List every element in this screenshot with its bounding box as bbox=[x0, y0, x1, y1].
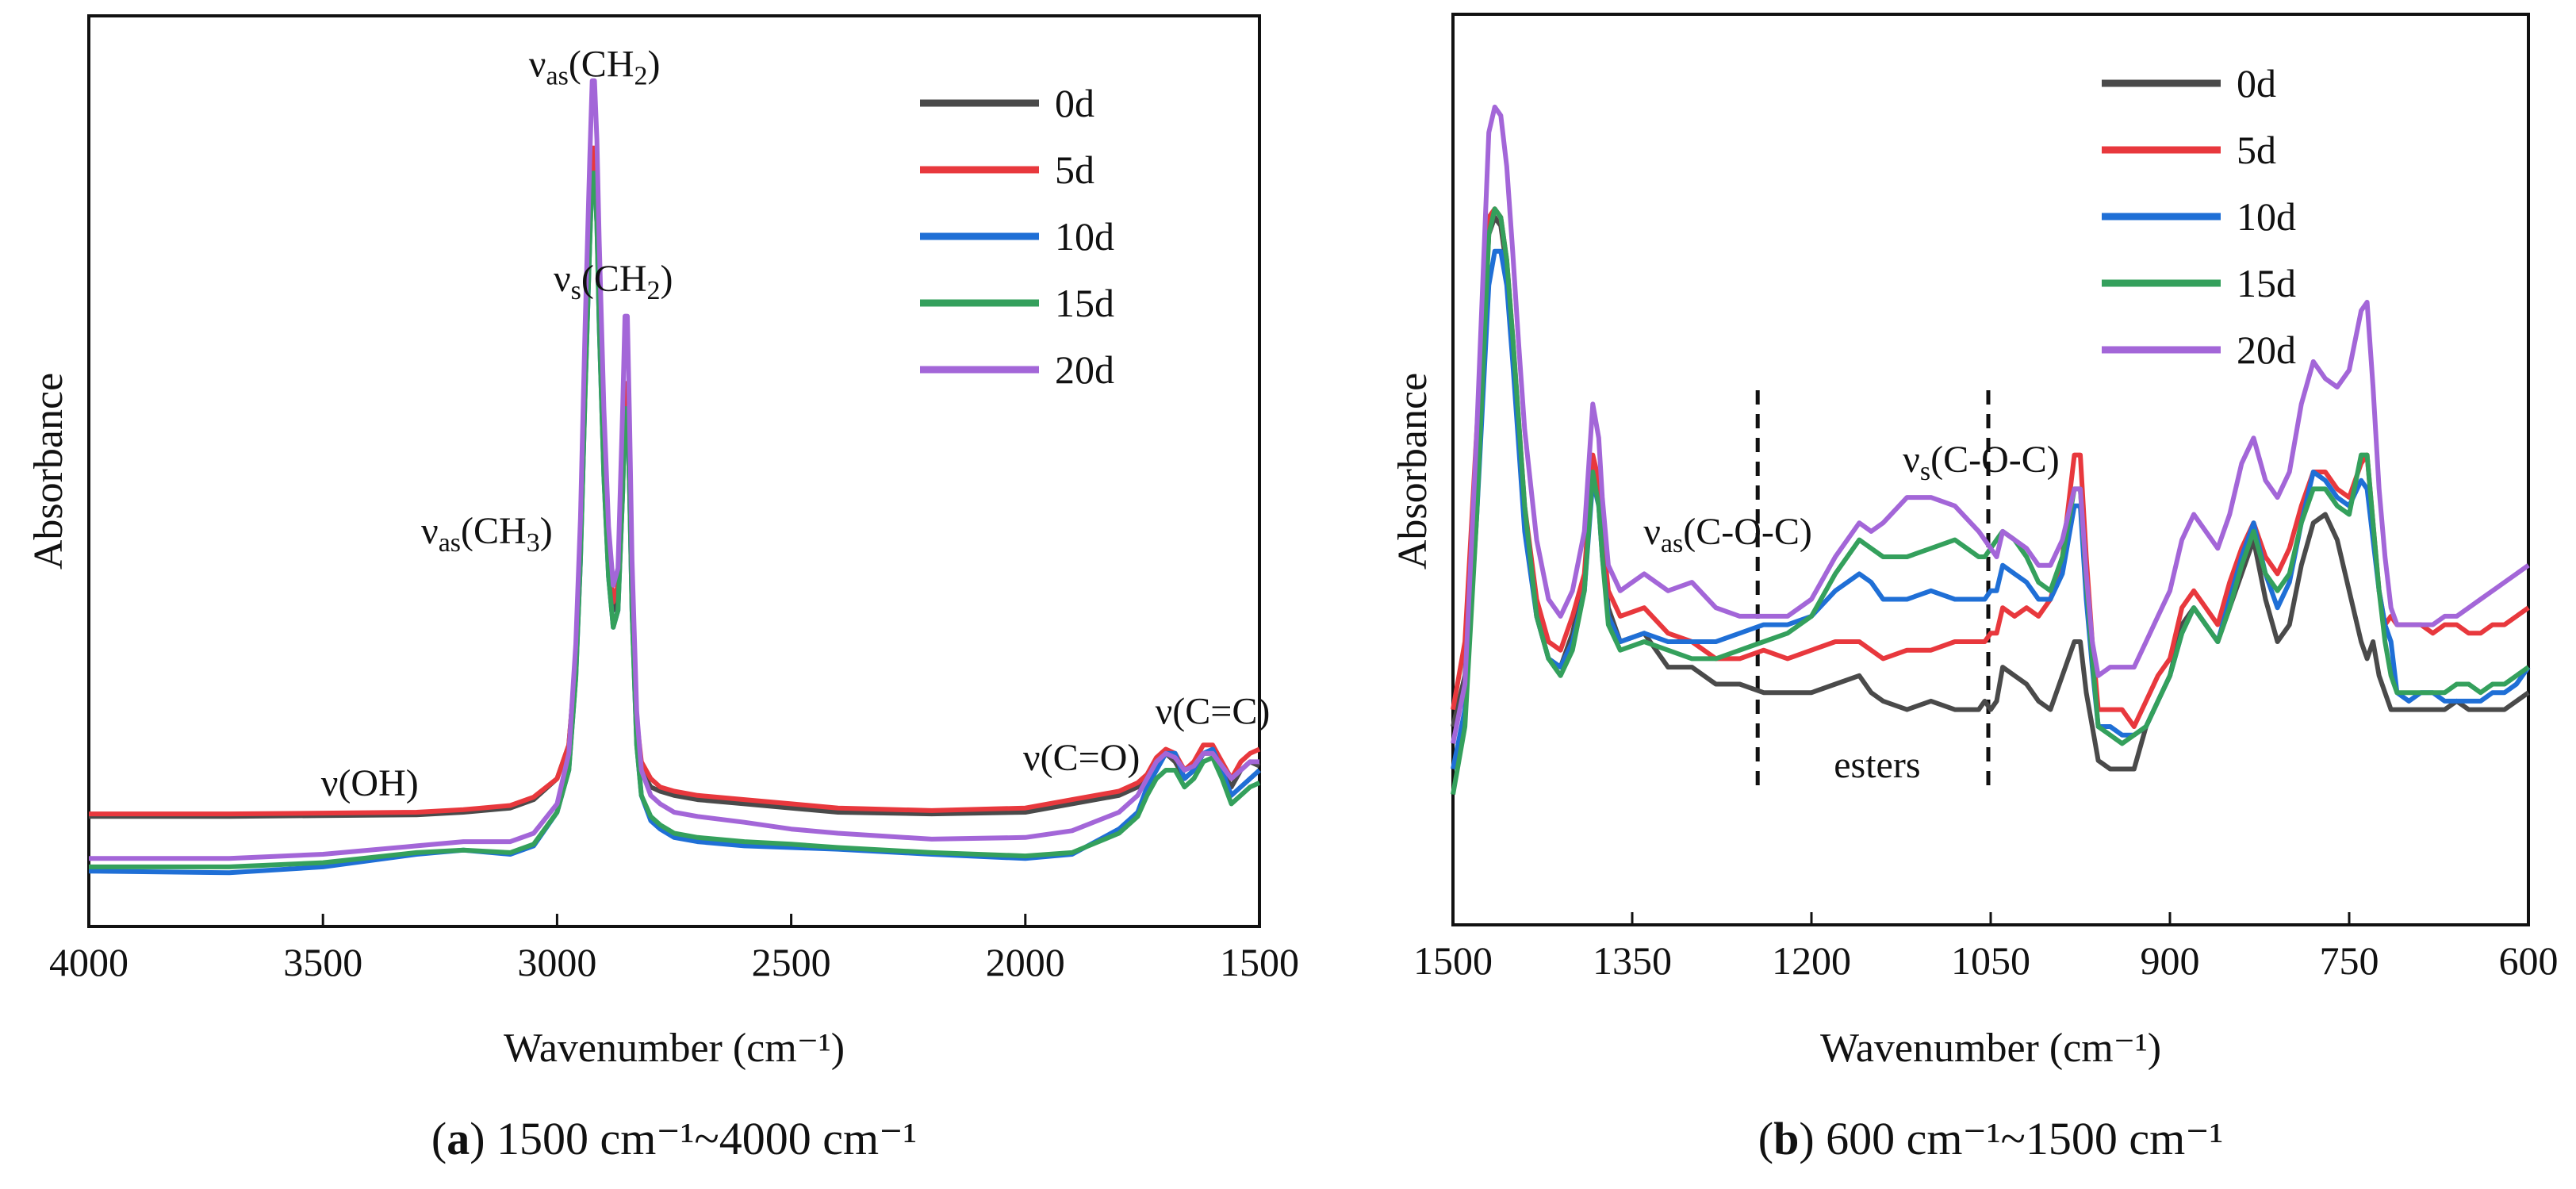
esters-label: esters bbox=[1834, 744, 1920, 786]
series-line-20d bbox=[89, 78, 1259, 861]
panel-a-y-axis-label: Absorbance bbox=[26, 373, 71, 570]
peak-annotation: ν(C=O) bbox=[1023, 737, 1140, 779]
legend-label-15d: 15d bbox=[2237, 261, 2296, 305]
legend-label-10d: 10d bbox=[2237, 194, 2296, 239]
series-line-15d bbox=[1451, 206, 2530, 796]
panel-b-annotations: νas(C-O-C) νs(C-O-C) bbox=[1643, 439, 2060, 558]
peak-annotation: νas(CH3) bbox=[421, 510, 553, 558]
panel-b-curves bbox=[1451, 104, 2531, 796]
panel-b-x-axis-label: Wavenumber (cm⁻¹) bbox=[1820, 1026, 2161, 1071]
panel-b-y-axis-label: Absorbance bbox=[1390, 373, 1436, 570]
legend-label-10d: 10d bbox=[1055, 214, 1114, 259]
panel-b-ester-region: esters bbox=[1755, 390, 1991, 789]
x-tick-label: 2000 bbox=[986, 940, 1065, 984]
panel-a-legend: 0d 5d 10d 15d 20d bbox=[920, 81, 1114, 392]
legend-label-0d: 0d bbox=[2237, 61, 2276, 105]
panel-a-annotations: νas(CH2) νs(CH2) νas(CH3) ν(OH) ν(C=O) ν(C=C) bbox=[321, 44, 1271, 804]
x-tick-label: 2500 bbox=[752, 940, 831, 984]
panel-a-frame bbox=[87, 14, 1261, 928]
peak-annotation: ν(C=C) bbox=[1156, 691, 1271, 733]
panel-b-x-ticks: 1500 1350 1200 1050 900 750 600 bbox=[1413, 912, 2559, 983]
x-tick-label: 3500 bbox=[283, 940, 362, 984]
x-tick-label: 1050 bbox=[1951, 938, 2030, 983]
legend-label-5d: 5d bbox=[1055, 148, 1094, 192]
legend-label-0d: 0d bbox=[1055, 81, 1094, 125]
panel-a-x-ticks: 4000 3500 3000 2500 2000 1500 bbox=[49, 914, 1299, 984]
x-tick-label: 1200 bbox=[1772, 938, 1851, 983]
peak-annotation: ν(OH) bbox=[321, 762, 419, 804]
x-tick-label: 3000 bbox=[517, 940, 596, 984]
caption-a: (a) 1500 cm⁻¹~4000 cm⁻¹ bbox=[431, 1113, 917, 1164]
panel-a: 4000 3500 3000 2500 2000 1500 Wavenumber (cm⁻… bbox=[26, 14, 1299, 1071]
peak-annotation: νas(C-O-C) bbox=[1643, 511, 1812, 558]
legend-label-20d: 20d bbox=[2237, 328, 2296, 372]
peak-annotation: νs(CH2) bbox=[554, 258, 673, 305]
x-tick-label: 900 bbox=[2141, 938, 2200, 983]
x-tick-label: 600 bbox=[2499, 938, 2559, 983]
panel-b-legend: 0d 5d 10d 15d 20d bbox=[2102, 61, 2296, 372]
peak-annotation: νs(C-O-C) bbox=[1903, 439, 2060, 486]
panel-b: esters 1500 1350 1200 1050 900 750 600 Wavenum… bbox=[1390, 13, 2559, 1071]
x-tick-label: 1500 bbox=[1220, 940, 1299, 984]
x-tick-label: 1500 bbox=[1413, 938, 1493, 983]
series-line-20d bbox=[1451, 104, 2530, 744]
panel-a-x-axis-label: Wavenumber (cm⁻¹) bbox=[504, 1026, 845, 1071]
legend-label-20d: 20d bbox=[1055, 347, 1114, 392]
x-tick-label: 4000 bbox=[49, 940, 128, 984]
legend-label-5d: 5d bbox=[2237, 128, 2276, 172]
x-tick-label: 750 bbox=[2320, 938, 2379, 983]
panel-a-curves bbox=[88, 78, 1262, 876]
legend-label-15d: 15d bbox=[1055, 281, 1114, 325]
x-tick-label: 1350 bbox=[1593, 938, 1672, 983]
caption-b: (b) 600 cm⁻¹~1500 cm⁻¹ bbox=[1758, 1113, 2224, 1164]
peak-annotation: νas(CH2) bbox=[529, 44, 661, 91]
